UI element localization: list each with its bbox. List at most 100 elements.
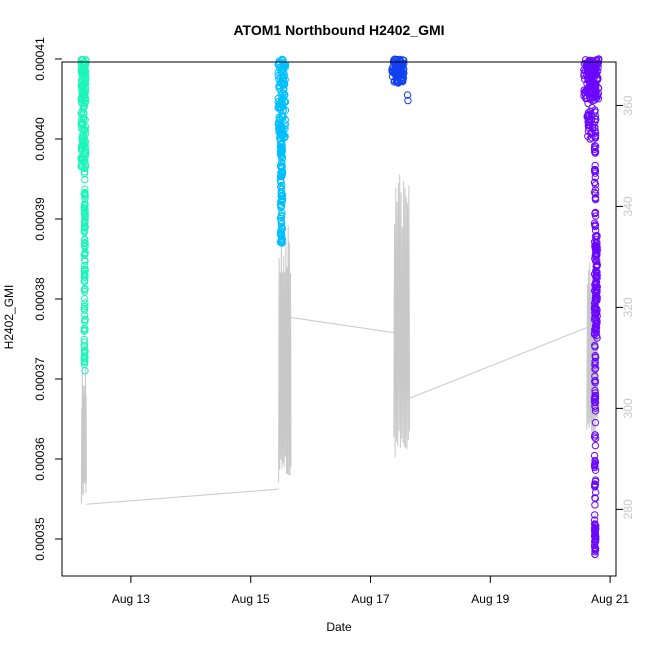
data-point — [78, 70, 86, 79]
data-point — [81, 194, 89, 203]
data-point — [81, 236, 89, 244]
data-point — [592, 257, 600, 265]
data-point — [81, 318, 89, 326]
data-point — [277, 227, 286, 235]
data-point — [81, 185, 89, 193]
data-point — [278, 144, 286, 152]
data-point — [591, 546, 600, 554]
y-axis-label: H2402_GMI — [2, 285, 16, 350]
data-point — [80, 96, 88, 104]
data-point — [79, 116, 88, 124]
data-point — [80, 352, 89, 360]
data-point — [591, 343, 599, 351]
data-point — [591, 407, 600, 415]
y-tick-label: 0.00040 — [33, 117, 47, 161]
scatter-series-2 — [274, 55, 290, 247]
data-point — [591, 511, 599, 519]
data-point — [81, 205, 89, 213]
data-point — [591, 326, 599, 334]
data-point — [80, 342, 89, 350]
data-point — [277, 183, 285, 191]
data-point — [581, 91, 590, 100]
data-point — [592, 241, 600, 249]
scatter-series-4 — [580, 55, 603, 559]
x-tick-label: Aug 21 — [591, 592, 629, 606]
data-point — [278, 235, 286, 243]
data-point — [404, 96, 412, 105]
data-point — [279, 72, 287, 80]
data-point — [275, 128, 283, 136]
data-point — [403, 91, 412, 99]
secondary-line-connector — [290, 317, 394, 334]
data-point — [276, 162, 285, 170]
data-point — [591, 544, 600, 552]
data-point — [591, 167, 600, 175]
data-point — [278, 169, 286, 177]
data-point — [591, 501, 599, 509]
data-point — [77, 95, 85, 104]
y-tick-label: 0.00036 — [33, 437, 47, 481]
data-point — [77, 98, 86, 107]
data-point — [277, 177, 285, 186]
scatter-series-3 — [388, 55, 412, 105]
data-point — [280, 81, 288, 89]
data-point — [81, 208, 89, 216]
data-point — [80, 127, 89, 135]
data-point — [278, 224, 286, 233]
data-point — [591, 232, 600, 241]
data-point — [590, 70, 599, 78]
data-point — [77, 76, 86, 84]
data-point — [80, 295, 89, 303]
data-point — [276, 140, 285, 148]
data-point — [80, 261, 89, 270]
data-point — [591, 372, 599, 380]
data-point — [591, 494, 599, 503]
data-point — [590, 188, 599, 197]
data-point — [390, 55, 399, 64]
data-point — [278, 172, 286, 181]
data-point — [275, 57, 283, 65]
y2-tick-label: 340 — [621, 196, 635, 216]
data-point — [277, 123, 285, 131]
data-point — [400, 59, 408, 68]
data-point — [591, 466, 600, 474]
data-point — [80, 168, 89, 176]
data-point — [81, 276, 89, 284]
x-tick-label: Aug 13 — [112, 592, 150, 606]
data-point — [591, 532, 599, 540]
data-point — [81, 219, 89, 228]
data-point — [81, 191, 89, 199]
data-point — [81, 149, 90, 158]
data-point — [591, 161, 599, 170]
scatter-series-1 — [77, 55, 90, 375]
data-point — [591, 195, 600, 204]
data-point — [81, 315, 89, 323]
data-point — [81, 299, 89, 307]
data-point — [81, 238, 89, 247]
data-point — [278, 181, 286, 190]
data-point — [591, 461, 599, 470]
y2-tick-label: 280 — [621, 499, 635, 519]
data-point — [592, 536, 600, 544]
data-point — [78, 75, 86, 83]
data-point — [278, 158, 286, 167]
axes-layer: 0.00035 0.00036 0.00037 0.00038 0.00039 0.000… — [33, 37, 635, 606]
data-point — [80, 228, 89, 236]
data-point — [277, 202, 286, 211]
chart-title: ATOM1 Northbound H2402_GMI — [233, 22, 444, 38]
data-point — [591, 287, 599, 295]
data-point — [81, 357, 89, 366]
y-tick-label: 0.00039 — [33, 197, 47, 241]
data-point — [591, 252, 599, 260]
data-point — [80, 326, 89, 335]
data-point — [393, 71, 401, 80]
y2-tick-label: 360 — [621, 95, 635, 115]
data-point — [583, 112, 592, 120]
data-point — [80, 349, 89, 358]
x-axis-label: Date — [326, 620, 352, 634]
data-point — [279, 85, 287, 93]
data-point — [275, 115, 284, 124]
x-tick-label: Aug 15 — [232, 592, 270, 606]
data-point — [81, 84, 90, 93]
